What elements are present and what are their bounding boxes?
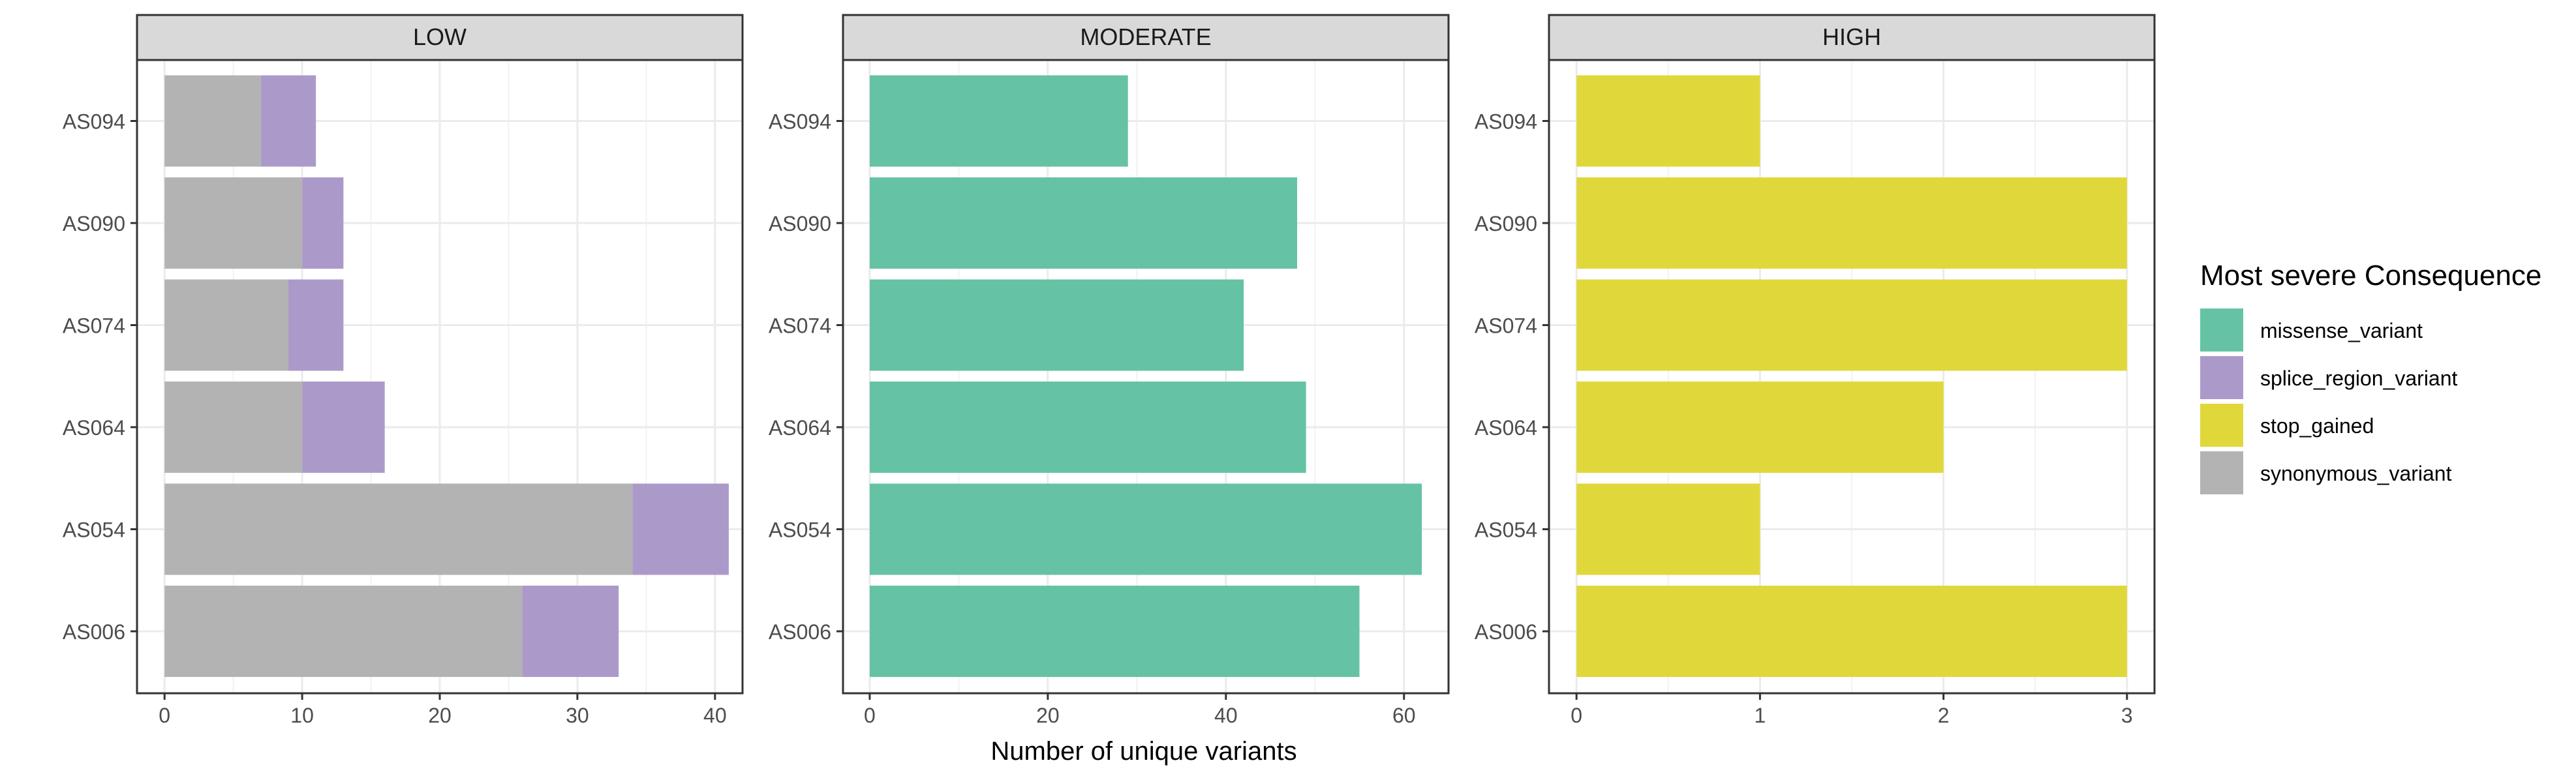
y-tick-label: AS054	[769, 518, 831, 542]
x-tick-label: 0	[864, 704, 876, 727]
bar-stop-gained-as094	[1576, 75, 1760, 167]
facet-strip	[1548, 14, 2156, 61]
bar-splice-region-variant-as054	[632, 483, 729, 575]
facet-strip	[136, 14, 744, 61]
x-tick-label: 2	[1938, 704, 1950, 727]
bar-synonymous-variant-as074	[164, 279, 288, 371]
facet-label: MODERATE	[1080, 23, 1211, 50]
x-tick-label: 10	[290, 704, 314, 727]
bar-splice-region-variant-as064	[302, 382, 385, 473]
y-tick-label: AS054	[63, 518, 125, 542]
x-tick-label: 0	[159, 704, 170, 727]
x-tick-label: 40	[703, 704, 727, 727]
y-tick-label: AS064	[1475, 416, 1537, 440]
facet-label: HIGH	[1822, 23, 1881, 50]
y-tick-label: AS090	[769, 212, 831, 235]
bar-missense-variant-as054	[869, 483, 1422, 575]
legend-label-splice-region-variant: splice_region_variant	[2260, 367, 2458, 390]
panel-high: HIGH AS006 AS054 AS064 AS074 AS090 AS094 0 1 2 3	[1475, 14, 2156, 727]
x-tick-label: 40	[1214, 704, 1238, 727]
bar-stop-gained-as090	[1576, 177, 2127, 269]
bar-splice-region-variant-as094	[260, 75, 316, 167]
x-axis-label: Number of unique variants	[990, 737, 1296, 766]
panel-moderate: MODERATE AS006 AS054 AS064 AS074 AS090 AS094 0 2…	[769, 14, 1450, 727]
x-tick-label: 1	[1754, 704, 1766, 727]
bar-splice-region-variant-as074	[288, 279, 344, 371]
y-tick-label: AS094	[1475, 110, 1537, 134]
bar-synonymous-variant-as090	[164, 177, 303, 269]
bar-stop-gained-as006	[1576, 586, 2127, 677]
bar-synonymous-variant-as094	[164, 75, 261, 167]
y-tick-label: AS074	[769, 314, 831, 338]
y-tick-label: AS090	[1475, 212, 1537, 235]
bar-stop-gained-as064	[1576, 382, 1944, 473]
y-tick-label: AS090	[63, 212, 125, 235]
legend-title: Most severe Consequence	[2200, 260, 2541, 292]
y-tick-label: AS006	[63, 620, 125, 644]
y-tick-label: AS006	[769, 620, 831, 644]
bar-splice-region-variant-as006	[522, 586, 619, 677]
bar-missense-variant-as074	[869, 279, 1244, 371]
panel-border	[842, 59, 1450, 695]
legend-key-missense-variant	[2200, 308, 2243, 352]
y-tick-label: AS006	[1475, 620, 1537, 644]
x-tick-label: 30	[566, 704, 589, 727]
x-tick-label: 3	[2121, 704, 2133, 727]
bar-synonymous-variant-as054	[164, 483, 633, 575]
x-tick-label: 20	[1036, 704, 1060, 727]
y-tick-label: AS064	[769, 416, 831, 440]
bar-stop-gained-as074	[1576, 279, 2127, 371]
x-tick-label: 20	[428, 704, 452, 727]
y-tick-label: AS074	[1475, 314, 1537, 338]
facet-label: LOW	[413, 23, 467, 50]
legend-key-splice-region-variant	[2200, 356, 2243, 399]
legend-key-synonymous-variant	[2200, 451, 2243, 494]
bar-missense-variant-as090	[869, 177, 1297, 269]
y-tick-label: AS074	[63, 314, 125, 338]
bar-synonymous-variant-as064	[164, 382, 303, 473]
bar-missense-variant-as094	[869, 75, 1128, 167]
legend-label-synonymous-variant: synonymous_variant	[2260, 462, 2452, 485]
y-tick-label: AS064	[63, 416, 125, 440]
x-tick-label: 0	[1571, 704, 1582, 727]
panel-border	[1548, 59, 2156, 695]
bar-stop-gained-as054	[1576, 483, 1760, 575]
y-tick-label: AS094	[63, 110, 125, 134]
y-tick-label: AS054	[1475, 518, 1537, 542]
legend-key-stop-gained	[2200, 404, 2243, 447]
bar-missense-variant-as006	[869, 586, 1360, 677]
y-tick-label: AS094	[769, 110, 831, 134]
bar-missense-variant-as064	[869, 382, 1306, 473]
x-tick-label: 60	[1392, 704, 1416, 727]
legend-label-missense-variant: missense_variant	[2260, 319, 2423, 342]
panel-low: LOW AS006 AS054 AS064 AS074 AS090 AS094 0 10 20 30…	[63, 14, 744, 727]
bar-splice-region-variant-as090	[302, 177, 344, 269]
legend-label-stop-gained: stop_gained	[2260, 414, 2374, 438]
bar-synonymous-variant-as006	[164, 586, 523, 677]
legend: Most severe Consequence missense_variant…	[2200, 260, 2541, 494]
